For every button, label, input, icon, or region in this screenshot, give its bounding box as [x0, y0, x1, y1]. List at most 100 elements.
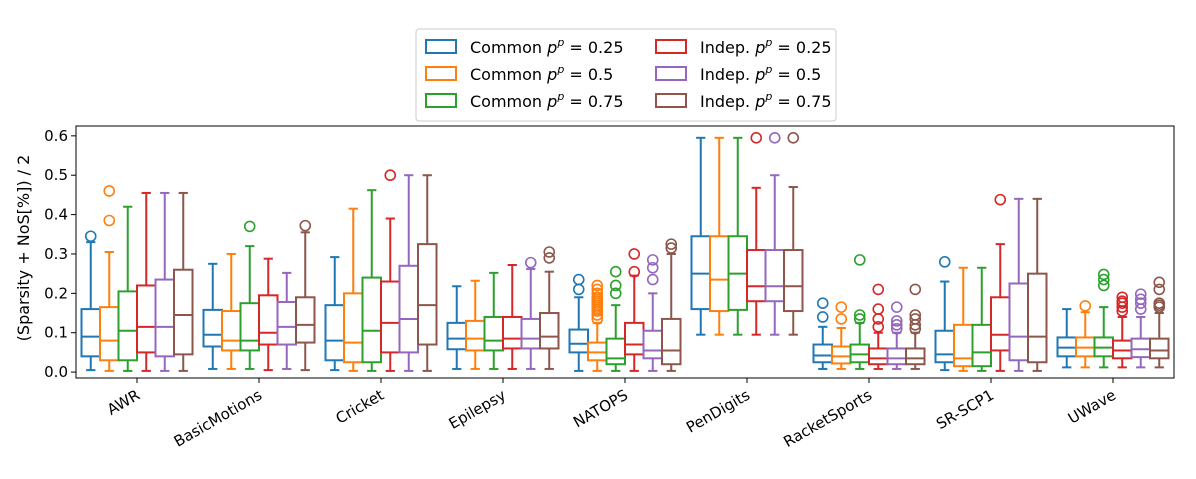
- box-body: [446, 321, 467, 351]
- y-axis-label: (Sparsity + NoS[%]) / 2: [14, 155, 33, 342]
- box-body: [1008, 282, 1029, 362]
- box-body: [154, 278, 175, 358]
- outlier-point: [1116, 291, 1129, 304]
- box-body: [812, 343, 833, 364]
- outlier-point: [872, 303, 885, 315]
- box-Epilepsy-0: [446, 285, 467, 370]
- box-body: [239, 302, 260, 352]
- box-body: [661, 317, 682, 366]
- outlier-point: [835, 301, 848, 313]
- box-body: [258, 294, 279, 346]
- box-body: [202, 308, 223, 348]
- box-Epilepsy-1: [465, 279, 486, 370]
- legend-swatch: [655, 93, 687, 108]
- legend-item-0: Common pp = 0.25: [425, 36, 624, 57]
- box-RacketSports-5: [905, 283, 926, 370]
- outlier-point: [1134, 293, 1147, 306]
- box-BasicMotions-4: [276, 271, 297, 370]
- outlier-point: [84, 230, 97, 243]
- outlier-point: [646, 261, 659, 274]
- x-tick-label: AWR: [104, 386, 143, 419]
- box-BasicMotions-1: [221, 252, 242, 370]
- outlier-point: [609, 279, 622, 292]
- outlier-point: [938, 256, 951, 268]
- box-SR-SCP1-5: [1027, 197, 1048, 372]
- outlier-point: [572, 273, 585, 286]
- outlier-point: [1153, 297, 1166, 309]
- box-body: [520, 317, 541, 350]
- outlier-point: [1097, 273, 1110, 286]
- legend-swatch: [655, 39, 687, 54]
- box-body: [886, 347, 907, 366]
- box-PenDigits-3: [746, 132, 767, 336]
- box-body: [1027, 272, 1048, 364]
- legend-label: Indep. pp = 0.25: [700, 36, 832, 57]
- legend-item-4: Indep. pp = 0.5: [655, 63, 821, 84]
- legend-box: [415, 28, 837, 122]
- box-SR-SCP1-3: [990, 193, 1011, 372]
- outlier-point: [665, 238, 678, 250]
- outlier-point: [543, 246, 556, 258]
- box-RacketSports-3: [868, 283, 889, 370]
- box-body: [1130, 337, 1151, 359]
- box-body: [971, 323, 992, 368]
- outlier-point: [853, 313, 866, 325]
- y-tick-label: 0.1: [44, 324, 68, 342]
- x-tick-label: Epilepsy: [446, 386, 509, 433]
- legend-label: Common pp = 0.5: [470, 63, 613, 84]
- plot-area: [75, 125, 1175, 379]
- outlier-point: [591, 287, 604, 300]
- box-body: [361, 276, 382, 364]
- box-AWR-4: [154, 191, 175, 372]
- legend-label: Indep. pp = 0.75: [700, 90, 832, 111]
- outlier-point: [1097, 268, 1110, 281]
- box-Cricket-0: [324, 256, 345, 372]
- box-BasicMotions-2: [239, 220, 260, 370]
- box-UWave-3: [1112, 291, 1133, 369]
- legend-item-5: Indep. pp = 0.75: [655, 90, 832, 111]
- y-tick-label: 0.5: [44, 166, 68, 184]
- legend-item-3: Indep. pp = 0.25: [655, 36, 832, 57]
- outlier-point: [1153, 276, 1166, 289]
- box-body: [136, 284, 157, 354]
- legend-label: Indep. pp = 0.5: [700, 63, 821, 84]
- box-body: [539, 312, 560, 350]
- box-AWR-5: [173, 191, 194, 372]
- legend-item-2: Common pp = 0.75: [425, 90, 624, 111]
- box-Epilepsy-4: [520, 256, 541, 370]
- y-tick-label: 0.3: [44, 245, 68, 263]
- y-axis: 0.0 0.1 0.2 0.3 0.4 0.5 0.6: [44, 127, 76, 381]
- x-tick-label: PenDigits: [683, 386, 753, 437]
- box-body: [783, 249, 804, 313]
- outlier-point: [787, 132, 800, 144]
- box-body: [324, 304, 345, 362]
- box-RacketSports-4: [886, 301, 907, 370]
- box-body: [276, 301, 297, 346]
- box-NATOPS-5: [661, 238, 682, 372]
- legend-label: Common pp = 0.75: [470, 90, 624, 111]
- outlier-point: [591, 279, 604, 292]
- box-SR-SCP1-1: [953, 266, 974, 372]
- y-tick-label: 0.6: [44, 127, 68, 145]
- box-AWR-3: [136, 191, 157, 372]
- box-PenDigits-5: [783, 132, 804, 336]
- box-PenDigits-4: [764, 132, 785, 336]
- legend-swatch: [425, 93, 457, 108]
- outlier-point: [384, 169, 397, 182]
- box-AWR-1: [99, 185, 120, 372]
- box-body: [80, 308, 101, 358]
- box-BasicMotions-5: [295, 219, 316, 372]
- outlier-point: [1097, 279, 1110, 292]
- legend-item-1: Common pp = 0.5: [425, 63, 613, 84]
- box-body: [934, 329, 955, 364]
- box-body: [117, 290, 138, 362]
- outlier-point: [835, 313, 848, 325]
- x-tick-label: RacketSports: [780, 386, 875, 451]
- box-UWave-1: [1075, 300, 1096, 369]
- box-body: [990, 296, 1011, 352]
- outlier-point: [872, 283, 885, 296]
- x-tick-label: SR-SCP1: [933, 386, 997, 433]
- outlier-point: [890, 322, 903, 335]
- outlier-point: [591, 291, 604, 304]
- outlier-point: [890, 315, 903, 327]
